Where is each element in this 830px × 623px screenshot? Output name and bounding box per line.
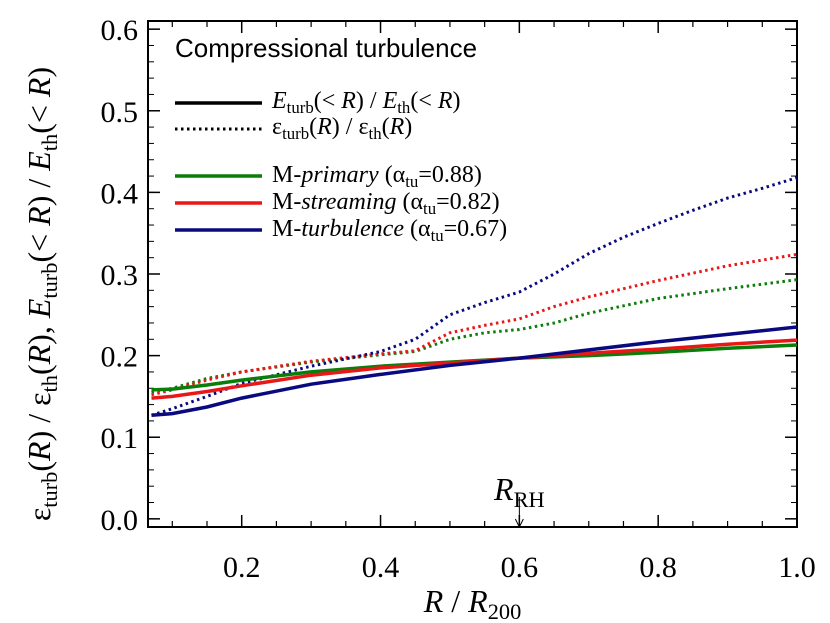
rrh-annotation: RRH bbox=[493, 471, 545, 512]
y-axis-label: εturb(R) / εth(R), Eturb(< R) / Eth(< R) bbox=[21, 67, 62, 521]
series-line-dotted-2 bbox=[151, 176, 798, 417]
y-tick-label: 0.3 bbox=[101, 259, 139, 292]
plot-frame bbox=[147, 20, 798, 528]
series-line-dotted-0 bbox=[151, 278, 798, 394]
legend-entry-2: M-turbulence (αtu=0.67) bbox=[272, 216, 507, 245]
series-line-solid-1 bbox=[151, 338, 798, 400]
rrh-arrow-head bbox=[514, 518, 524, 529]
y-tick-label: 0.1 bbox=[101, 422, 139, 455]
legend-solid-text: Eturb(< R) / Eth(< R) bbox=[271, 88, 461, 117]
x-tick-label: 0.8 bbox=[639, 551, 677, 584]
series-line-dotted-1 bbox=[151, 252, 798, 397]
x-tick-label: 0.2 bbox=[223, 551, 261, 584]
legend-entry-1: M-streaming (αtu=0.82) bbox=[272, 189, 500, 218]
legend-entry-0: M-primary (αtu=0.88) bbox=[272, 162, 482, 191]
series-line-solid-2 bbox=[151, 325, 798, 417]
y-tick-label: 0.2 bbox=[101, 341, 139, 374]
y-tick-label: 0.0 bbox=[101, 504, 139, 537]
y-tick-label: 0.4 bbox=[101, 177, 139, 210]
legend-dotted-text: εturb(R) / εth(R) bbox=[272, 114, 412, 143]
legend-title: Compressional turbulence bbox=[175, 33, 477, 63]
x-tick-label: 0.6 bbox=[501, 551, 539, 584]
x-axis-label: R / R200 bbox=[423, 583, 522, 623]
x-tick-label: 1.0 bbox=[778, 551, 816, 584]
y-tick-label: 0.6 bbox=[101, 14, 139, 47]
y-tick-label: 0.5 bbox=[101, 96, 139, 129]
x-tick-label: 0.4 bbox=[362, 551, 400, 584]
